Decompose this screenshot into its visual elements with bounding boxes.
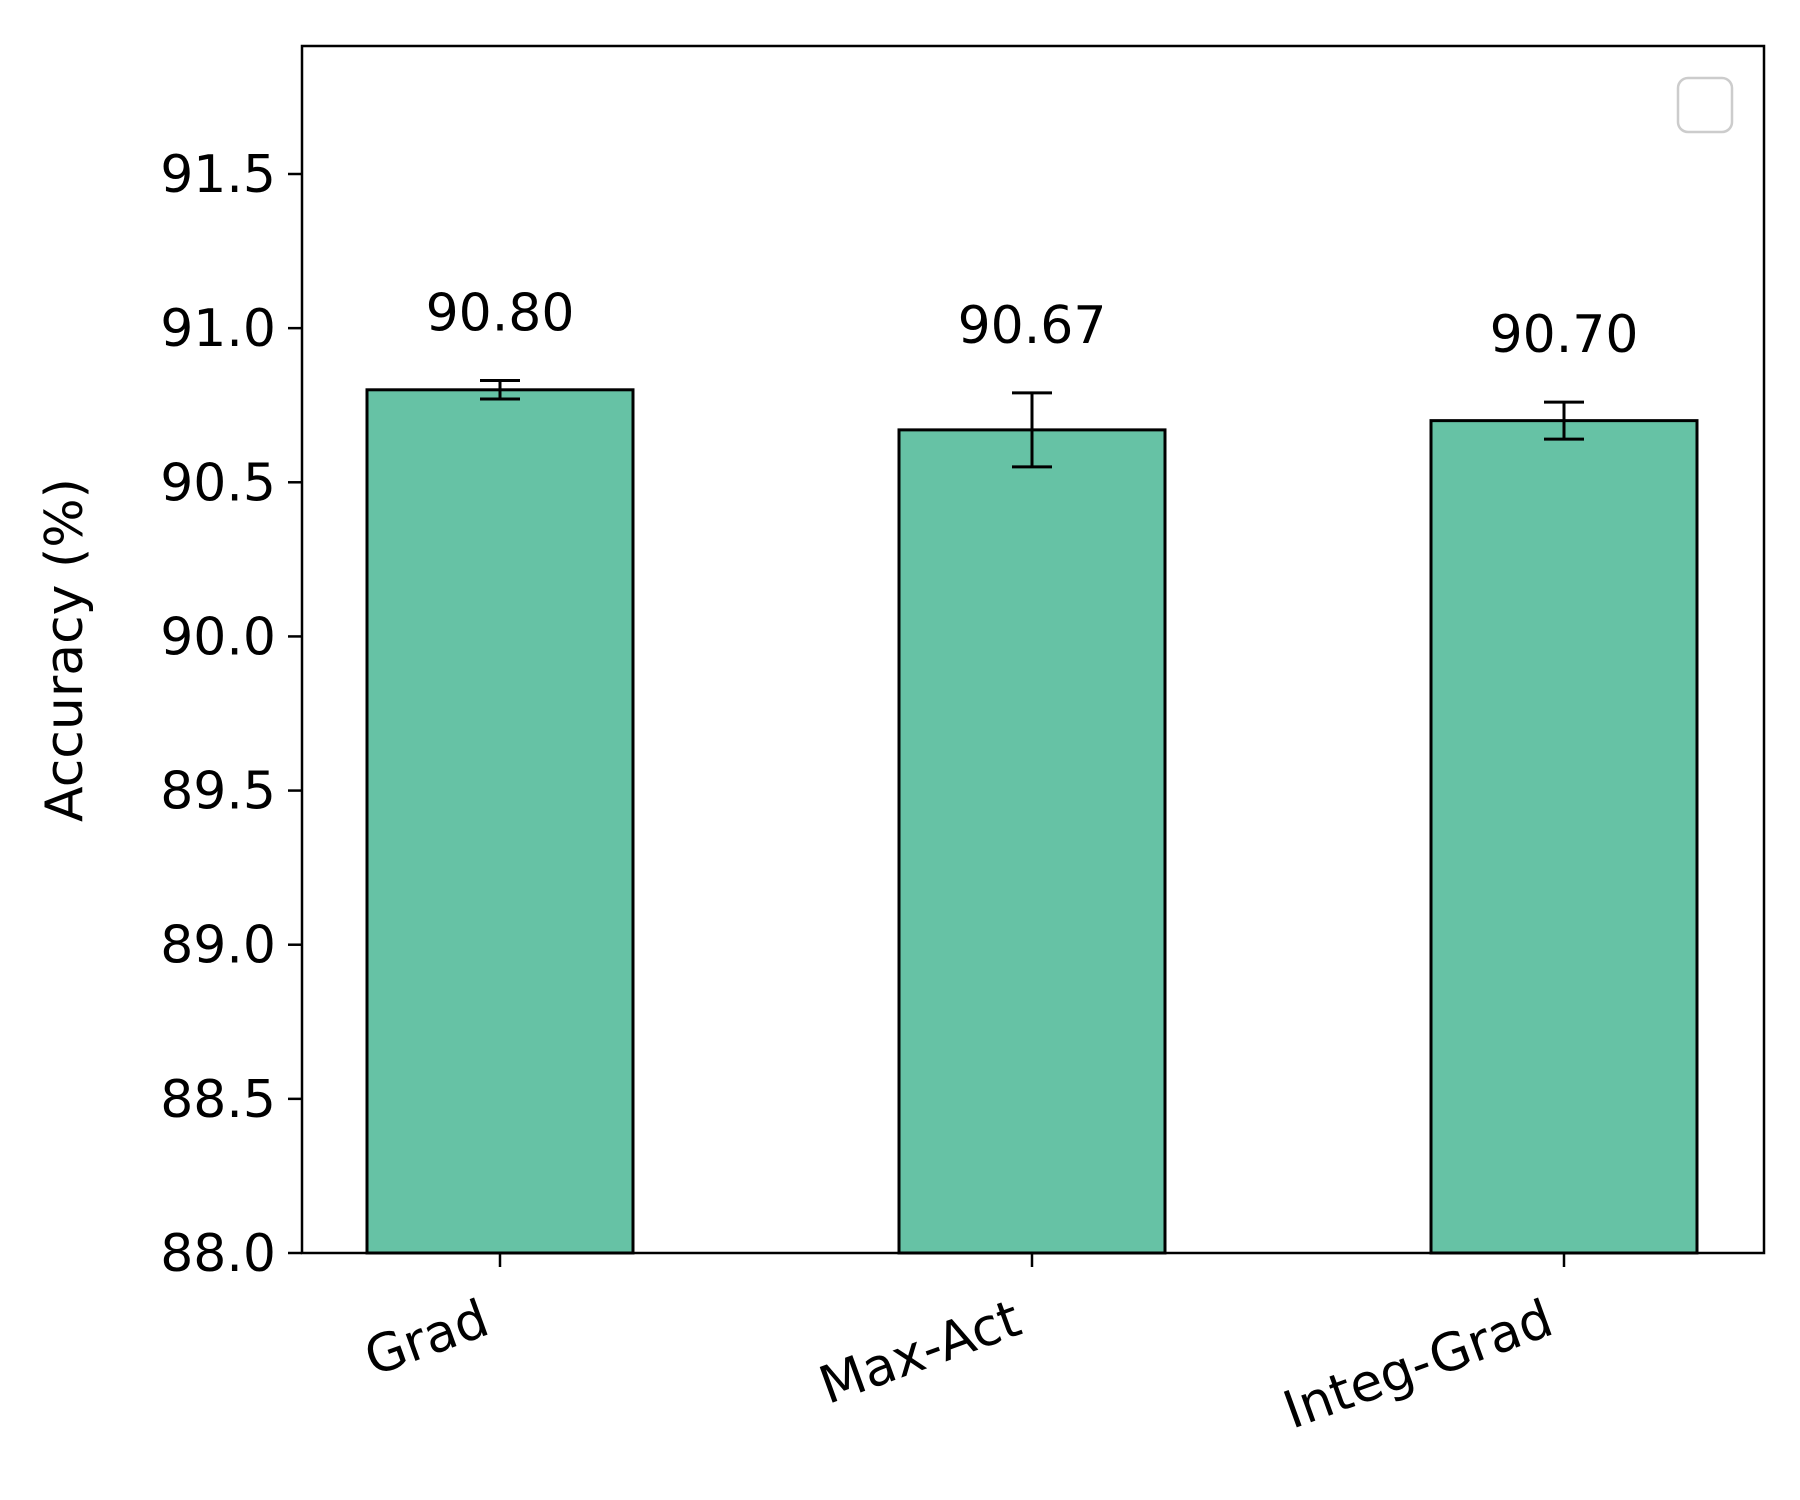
bars-layer	[365, 388, 1699, 1255]
data-label: 90.80	[426, 284, 575, 344]
x-axis: Grad Max-Act Integ-Grad	[357, 1253, 1566, 1441]
error-bar	[1012, 391, 1052, 469]
bar-integ-grad	[1429, 419, 1699, 1255]
x-tick-label: Grad	[357, 1289, 496, 1389]
y-tick-label: 90.5	[160, 453, 276, 513]
y-tick-label: 91.5	[160, 145, 276, 205]
y-tick-label: 91.0	[160, 299, 276, 359]
y-tick-label: 89.5	[160, 762, 276, 822]
data-label: 90.67	[958, 296, 1107, 356]
error-bar	[480, 379, 520, 401]
data-labels-layer: 90.80 90.67 90.70	[426, 284, 1639, 366]
x-tick-label: Max-Act	[812, 1289, 1029, 1417]
y-axis-title: Accuracy (%)	[35, 478, 95, 822]
legend-box	[1676, 76, 1734, 134]
x-tick-label: Integ-Grad	[1276, 1289, 1560, 1441]
y-tick-label: 88.5	[160, 1070, 276, 1130]
bar-grad	[365, 388, 635, 1255]
data-label: 90.70	[1490, 305, 1639, 365]
y-tick-label: 89.0	[160, 916, 276, 976]
errorbars-layer	[480, 379, 1584, 469]
y-tick-label: 90.0	[160, 607, 276, 667]
y-axis: 88.0 88.5 89.0 89.5 90.0 90.5 91.0 91.5	[160, 145, 302, 1284]
bar-max-act	[897, 428, 1167, 1255]
y-tick-label: 88.0	[160, 1224, 276, 1284]
error-bar	[1544, 400, 1584, 441]
